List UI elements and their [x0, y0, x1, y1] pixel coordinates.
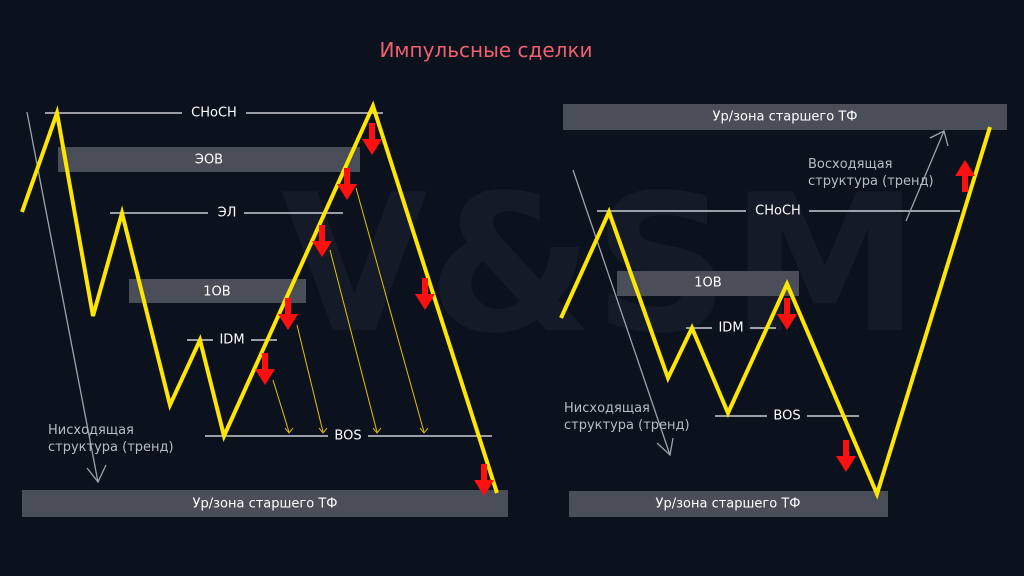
idm-label: IDM — [219, 333, 244, 348]
choch-label: CHoCH — [191, 106, 237, 121]
htf-zone-label: Ур/зона старшего ТФ — [193, 497, 338, 512]
downtrend-label-line1: Нисходящая — [564, 401, 650, 416]
uptrend-label-line2: структура (тренд) — [808, 174, 934, 189]
trend-label-line1: Нисходящая — [48, 423, 134, 438]
price-path — [559, 126, 992, 500]
htf-zone-bottom — [569, 491, 888, 517]
htf-zone-bottom-label: Ур/зона старшего ТФ — [656, 497, 801, 512]
downtrend-label-line2: структура (тренд) — [564, 418, 690, 433]
right-diagram: Ур/зона старшего ТФ 1OB Ур/зона старшего… — [559, 104, 1007, 517]
bos-label: BOS — [773, 409, 800, 424]
ob1-zone — [129, 279, 306, 303]
ob1-zone — [617, 271, 799, 296]
left-diagram: ЭОВ 1OB Ур/зона старшего ТФ CHoCH ЭЛ IDM… — [20, 100, 508, 517]
price-path — [20, 100, 499, 494]
choch-label: CHoCH — [755, 204, 801, 219]
idm-label: IDM — [718, 321, 743, 336]
htf-zone-top — [563, 104, 1007, 130]
bos-label: BOS — [334, 429, 361, 444]
htf-zone — [22, 490, 508, 517]
trend-label-line2: структура (тренд) — [48, 440, 174, 455]
ob1-label: 1OB — [694, 276, 721, 291]
htf-zone-top-label: Ур/зона старшего ТФ — [713, 110, 858, 125]
downtrend-arrow — [26, 111, 107, 484]
target-arrows — [272, 187, 429, 434]
ob1-label: 1OB — [203, 285, 230, 300]
page-title: Импульсные сделки — [379, 38, 592, 62]
uptrend-arrow — [905, 130, 949, 222]
uptrend-label-line1: Восходящая — [808, 157, 893, 172]
el-label: ЭЛ — [218, 206, 237, 221]
eob-label: ЭОВ — [195, 153, 223, 168]
watermark: V&SM — [281, 154, 920, 375]
downtrend-arrow — [572, 169, 674, 457]
eob-zone — [58, 147, 360, 172]
